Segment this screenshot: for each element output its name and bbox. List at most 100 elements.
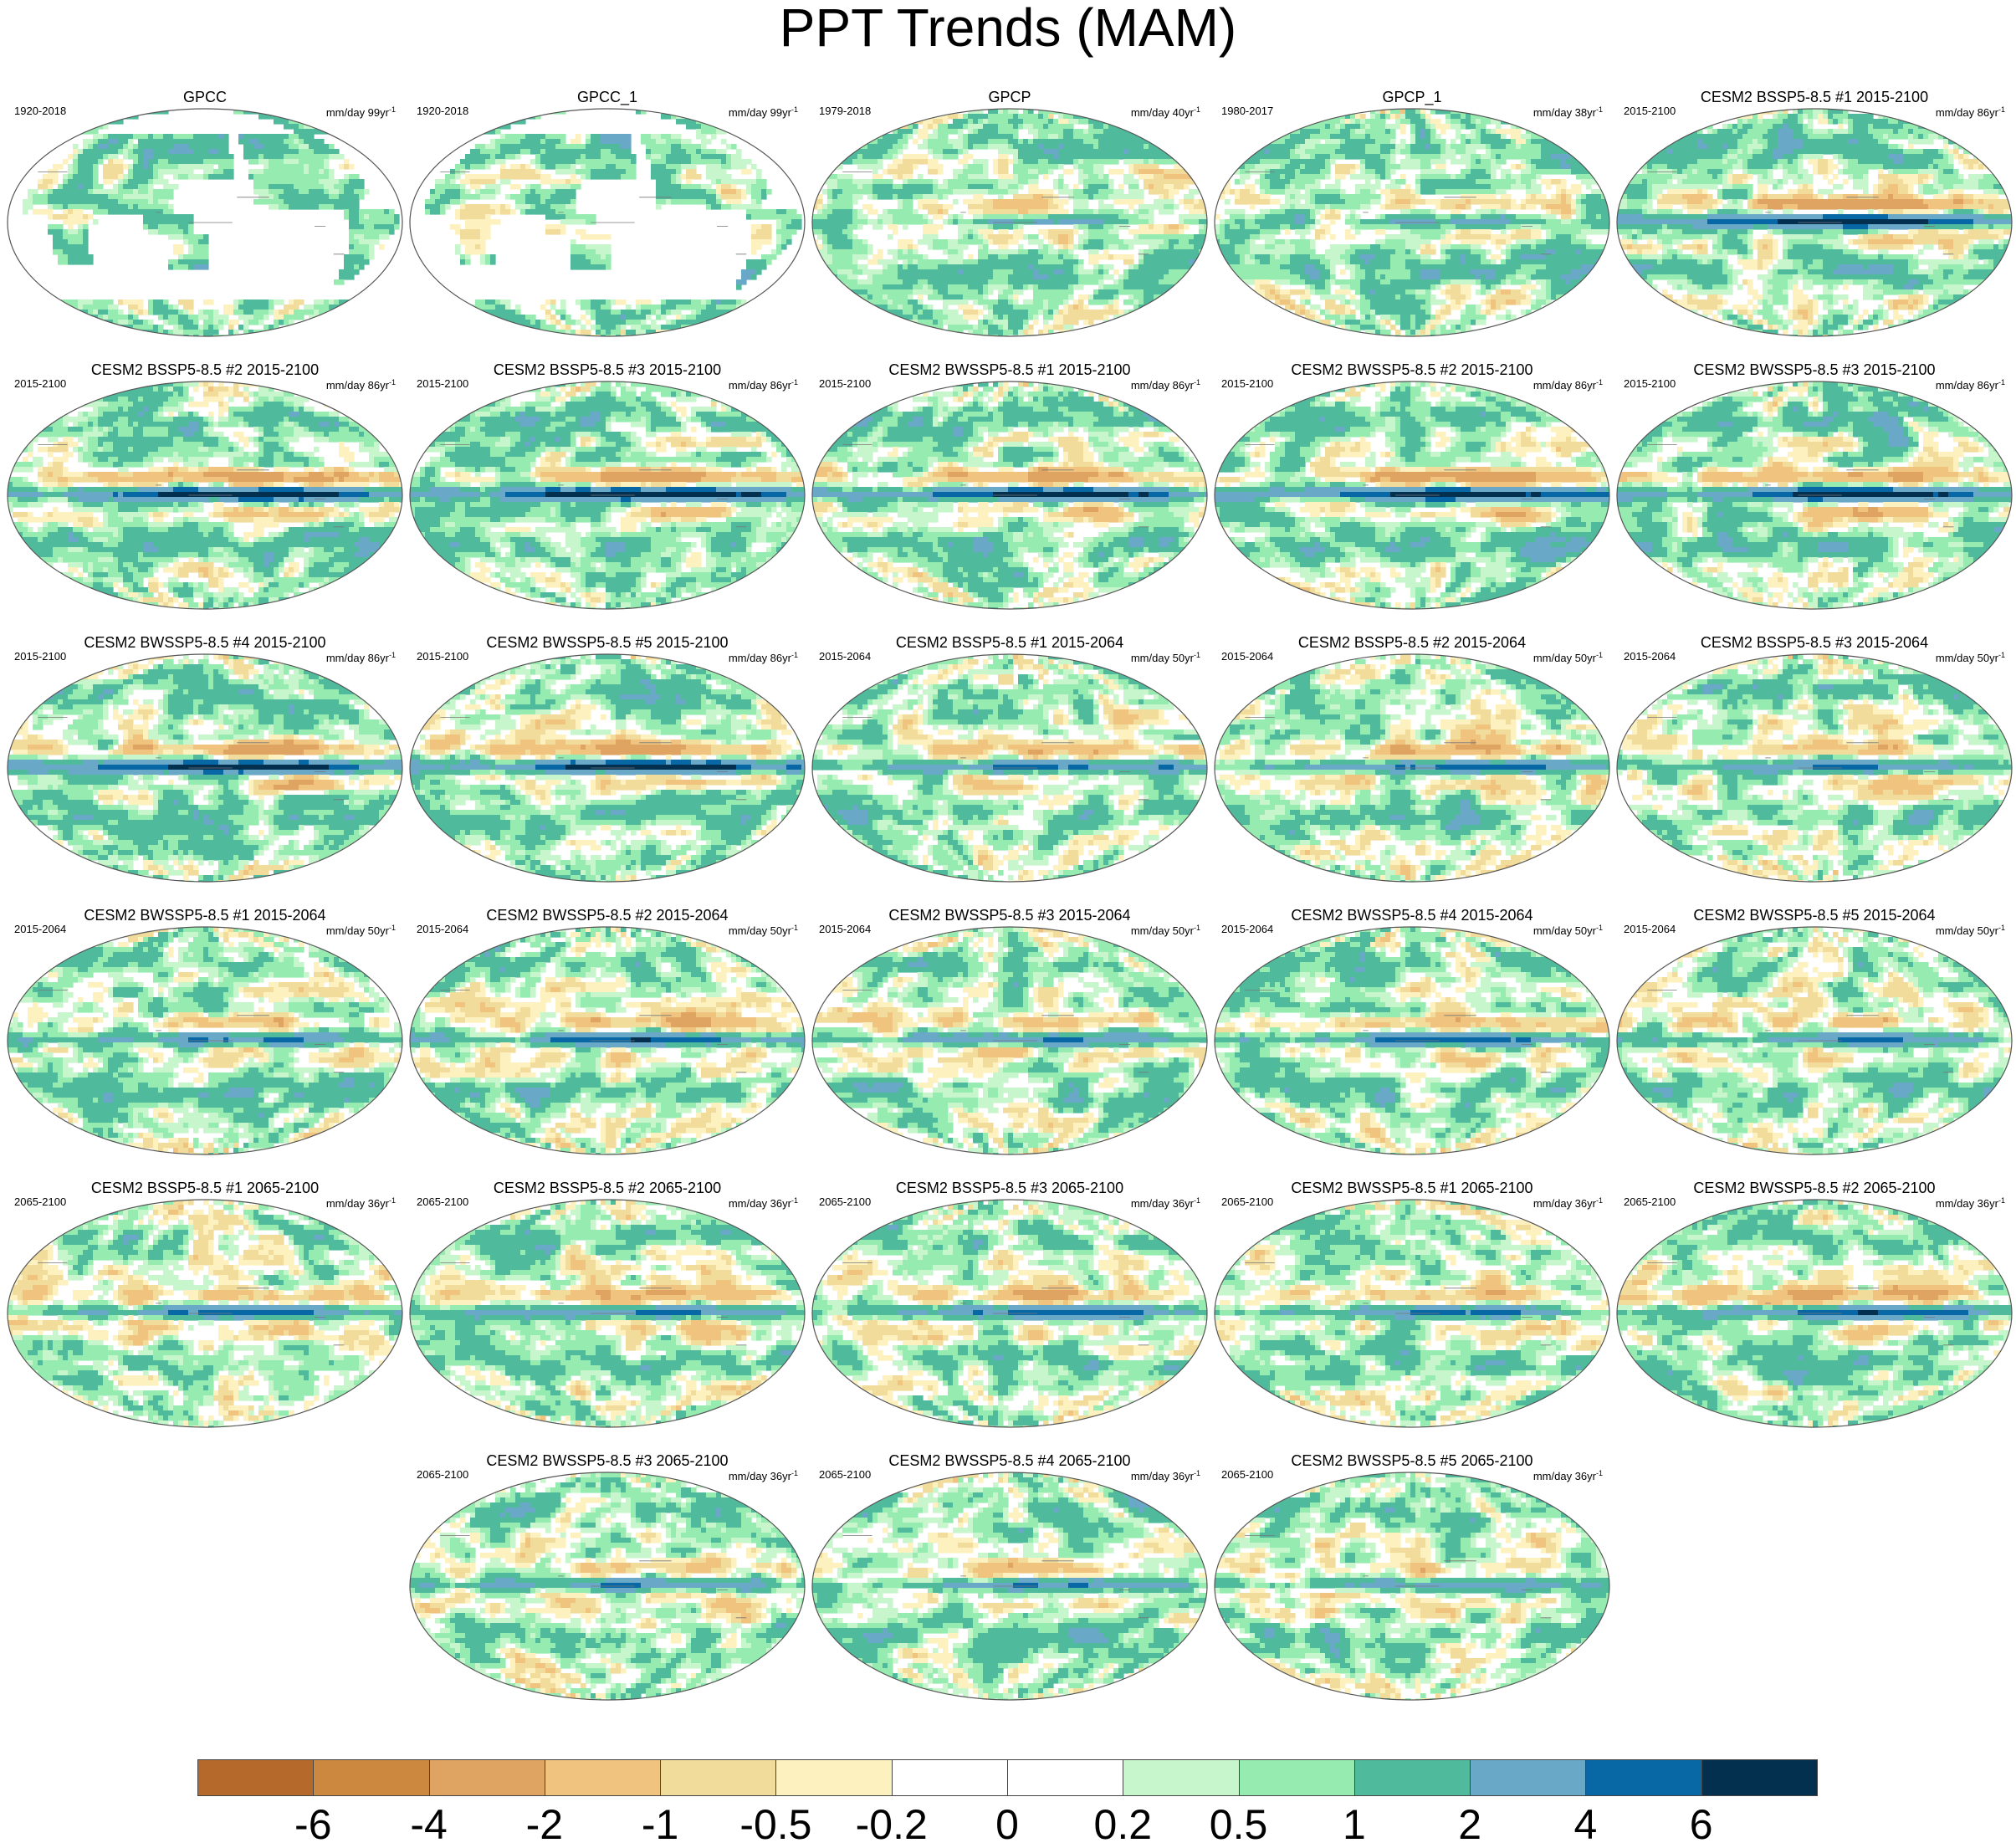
trend-cell [1118,274,1124,280]
trend-cell [963,305,969,310]
trend-cell [319,189,325,195]
trend-cell [500,169,506,175]
trend-cell [1108,129,1114,135]
trend-cell [893,305,898,310]
trend-cell [596,330,601,335]
trend-cell [903,184,908,190]
trend-cell [611,325,617,330]
trend-cell [545,164,551,170]
trend-cell [1108,284,1114,290]
trend-cell [993,204,999,210]
trend-cell [686,149,692,155]
trend-cell [998,305,1004,310]
trend-cell [1018,184,1024,190]
trend-cell [369,249,375,255]
trend-cell [661,149,667,155]
trend-cell [711,179,717,185]
trend-cell [827,204,833,210]
trend-cell [1179,224,1185,230]
trend-cell [586,164,591,170]
trend-cell [973,279,979,285]
trend-cell [535,209,541,215]
trend-cell [862,204,868,210]
trend-cell [701,299,707,305]
trend-cell [48,229,54,235]
trend-cell [1088,234,1094,240]
trend-cell [963,199,969,205]
trend-cell [133,149,139,155]
trend-cell [133,159,139,165]
trend-cell [258,144,264,150]
trend-cell [983,189,989,195]
trend-cell [153,229,159,235]
trend-cell [606,234,611,240]
trend-cell [1013,330,1019,335]
trend-cell [1073,199,1079,205]
trend-cell [555,229,561,235]
trend-cell [173,184,179,190]
trend-cell [1073,209,1079,215]
trend-cell [1043,289,1049,295]
trend-cell [696,310,702,315]
trend-cell [1063,249,1069,255]
trend-cell [1159,224,1164,230]
trend-cell [1058,264,1064,270]
trend-cell [183,254,189,260]
trend-cell [1038,254,1044,260]
trend-cell [1068,249,1074,255]
trend-cell [269,189,274,195]
trend-cell [1063,254,1069,260]
trend-cell [1038,139,1044,145]
trend-cell [918,269,924,275]
trend-cell [621,159,627,165]
trend-cell [475,249,481,255]
trend-cell [88,254,94,260]
trend-cell [741,164,747,170]
trend-cell [555,209,561,215]
trend-cell [661,315,667,320]
trend-cell [133,194,139,200]
trend-cell [1128,289,1134,295]
trend-cell [1098,139,1104,145]
trend-cell [279,310,284,315]
trend-cell [1048,209,1054,215]
trend-cell [1053,229,1059,235]
trend-cell [918,315,924,320]
trend-cell [203,154,209,160]
trend-cell [933,284,939,290]
trend-cell [943,139,949,145]
trend-cell [1108,214,1114,220]
trend-cell [716,194,722,200]
trend-cell [1063,299,1069,305]
trend-cell [1179,214,1185,220]
trend-cell [344,199,350,205]
trend-cell [1138,294,1144,300]
trend-cell [364,244,370,250]
trend-cell [923,204,929,210]
trend-cell [928,194,934,200]
trend-cell [369,244,375,250]
trend-cell [591,254,596,260]
trend-cell [188,224,194,230]
trend-cell [923,279,929,285]
trend-cell [983,244,989,250]
trend-cell [1174,224,1179,230]
trend-cell [485,154,491,160]
trend-cell [1138,159,1144,165]
trend-cell [294,179,299,185]
trend-cell [696,315,702,320]
trend-cell [1108,299,1114,305]
trend-cell [354,239,360,245]
trend-cell [1088,169,1094,175]
trend-cell [596,305,601,310]
trend-cell [878,179,883,185]
trend-cell [540,194,546,200]
trend-cell [641,305,647,310]
trend-cell [1133,279,1139,285]
trend-cell [188,139,194,145]
trend-cell [153,159,159,165]
trend-cell [269,174,274,180]
trend-cell [78,174,84,180]
trend-cell [93,204,99,210]
trend-cell [505,139,511,145]
